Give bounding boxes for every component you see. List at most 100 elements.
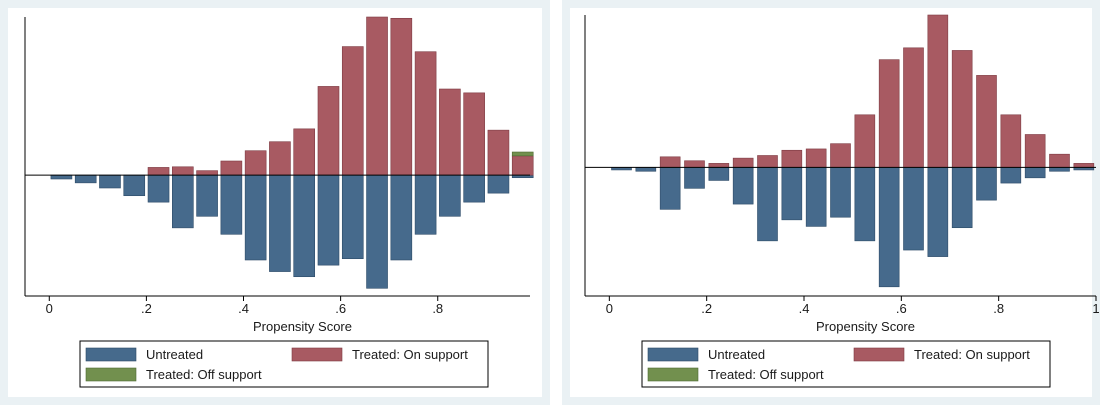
x-tick-label: .6	[896, 301, 907, 316]
bar-untreated	[1000, 167, 1022, 184]
x-tick-label: .2	[701, 301, 712, 316]
legend-label-1: Treated: On support	[914, 347, 1030, 362]
x-tick-label: 0	[46, 301, 53, 316]
x-tick-label: .4	[238, 301, 249, 316]
legend-label-2: Treated: Off support	[146, 367, 262, 382]
bar-untreated	[684, 167, 705, 189]
bar-untreated	[341, 174, 364, 260]
bar-treated-on-support	[390, 17, 413, 176]
bar-untreated	[50, 174, 73, 180]
bar-untreated	[732, 167, 754, 205]
legend-swatch-2	[85, 367, 137, 382]
bar-treated-on-support	[220, 160, 243, 176]
bar-untreated	[976, 167, 997, 201]
x-tick-label: 1	[1092, 301, 1099, 316]
bar-untreated	[390, 174, 413, 261]
bar-treated-on-support	[708, 163, 730, 168]
bar-treated-on-support	[1049, 153, 1070, 168]
bar-treated-on-support	[196, 170, 218, 176]
bar-untreated	[781, 167, 803, 221]
bar-treated-on-support	[805, 148, 827, 168]
bar-untreated	[366, 174, 388, 289]
bar-untreated	[123, 174, 146, 197]
bar-treated-on-support	[830, 143, 851, 168]
x-tick-label: 0	[606, 301, 613, 316]
bars-group	[50, 16, 534, 289]
bar-treated-on-support	[757, 155, 778, 168]
legend-label-1: Treated: On support	[352, 347, 468, 362]
bar-treated-on-support	[878, 59, 900, 168]
bar-untreated	[74, 174, 97, 184]
bar-treated-on-support	[951, 50, 973, 168]
bar-untreated	[830, 167, 851, 218]
bar-treated-on-support	[269, 141, 291, 176]
bar-treated-on-support	[244, 150, 267, 176]
bar-untreated	[463, 174, 485, 203]
bar-untreated	[708, 167, 730, 181]
bar-treated-on-support	[511, 155, 534, 176]
bar-untreated	[269, 174, 291, 272]
bar-treated-on-support	[1000, 114, 1022, 168]
bar-untreated	[805, 167, 827, 227]
legend-box	[641, 340, 1051, 388]
bar-treated-on-support	[172, 166, 194, 176]
bar-untreated	[317, 174, 340, 266]
bar-untreated	[99, 174, 121, 189]
bar-untreated	[244, 174, 267, 261]
bar-treated-on-support	[732, 157, 754, 168]
bar-treated-on-support	[976, 75, 997, 168]
chart-panel-left: 0 .2 .4 .6 .8 Propensity Score Untreated Treate…	[0, 0, 550, 405]
x-axis-title: Propensity Score	[816, 319, 915, 334]
x-tick-label: .8	[993, 301, 1004, 316]
bar-untreated	[854, 167, 876, 242]
bar-treated-on-support	[1024, 134, 1046, 168]
bar-untreated	[903, 167, 924, 251]
bar-treated-on-support	[659, 156, 681, 168]
bar-untreated	[659, 167, 681, 210]
x-tick-label: .8	[432, 301, 443, 316]
bar-treated-on-support	[684, 160, 705, 168]
bar-treated-on-support	[903, 47, 924, 168]
bar-untreated	[196, 174, 218, 217]
bar-treated-on-support	[414, 51, 437, 176]
bar-treated-on-support	[366, 16, 388, 176]
bar-untreated	[439, 174, 461, 217]
bar-treated-on-support	[147, 167, 170, 176]
legend-swatch-0	[85, 347, 137, 362]
legend-label-2: Treated: Off support	[708, 367, 824, 382]
bar-untreated	[1024, 167, 1046, 179]
bar-untreated	[172, 174, 194, 229]
legend: Untreated Treated: On support Treated: Off…	[79, 340, 489, 388]
bar-treated-off-support	[511, 151, 534, 157]
bar-treated-on-support	[439, 88, 461, 176]
legend-swatch-0	[647, 347, 699, 362]
legend-swatch-1	[853, 347, 905, 362]
x-tick-label: .6	[335, 301, 346, 316]
legend-box	[79, 340, 489, 388]
bar-untreated	[487, 174, 510, 194]
legend-label-0: Untreated	[708, 347, 765, 362]
bar-untreated	[927, 167, 949, 257]
legend: Untreated Treated: On support Treated: Off…	[641, 340, 1051, 388]
bar-untreated	[951, 167, 973, 229]
x-axis-title: Propensity Score	[253, 319, 352, 334]
bar-treated-on-support	[463, 92, 485, 176]
chart-panel-right: 0 .2 .4 .6 .8 1 Propensity Score Untreated Treat…	[562, 0, 1100, 405]
bar-untreated	[147, 174, 170, 203]
bar-treated-on-support	[341, 46, 364, 176]
bar-treated-on-support	[781, 149, 803, 168]
legend-swatch-2	[647, 367, 699, 382]
legend-label-0: Untreated	[146, 347, 203, 362]
bar-untreated	[293, 174, 316, 278]
bar-untreated	[878, 167, 900, 288]
bar-treated-on-support	[317, 86, 340, 176]
x-tick-label: .2	[141, 301, 152, 316]
legend-swatch-1	[291, 347, 343, 362]
bar-treated-on-support	[293, 128, 316, 176]
bar-treated-on-support	[854, 114, 876, 168]
bar-untreated	[635, 167, 657, 172]
bar-treated-on-support	[927, 14, 949, 168]
bar-treated-on-support	[1073, 163, 1095, 168]
bar-untreated	[220, 174, 243, 235]
